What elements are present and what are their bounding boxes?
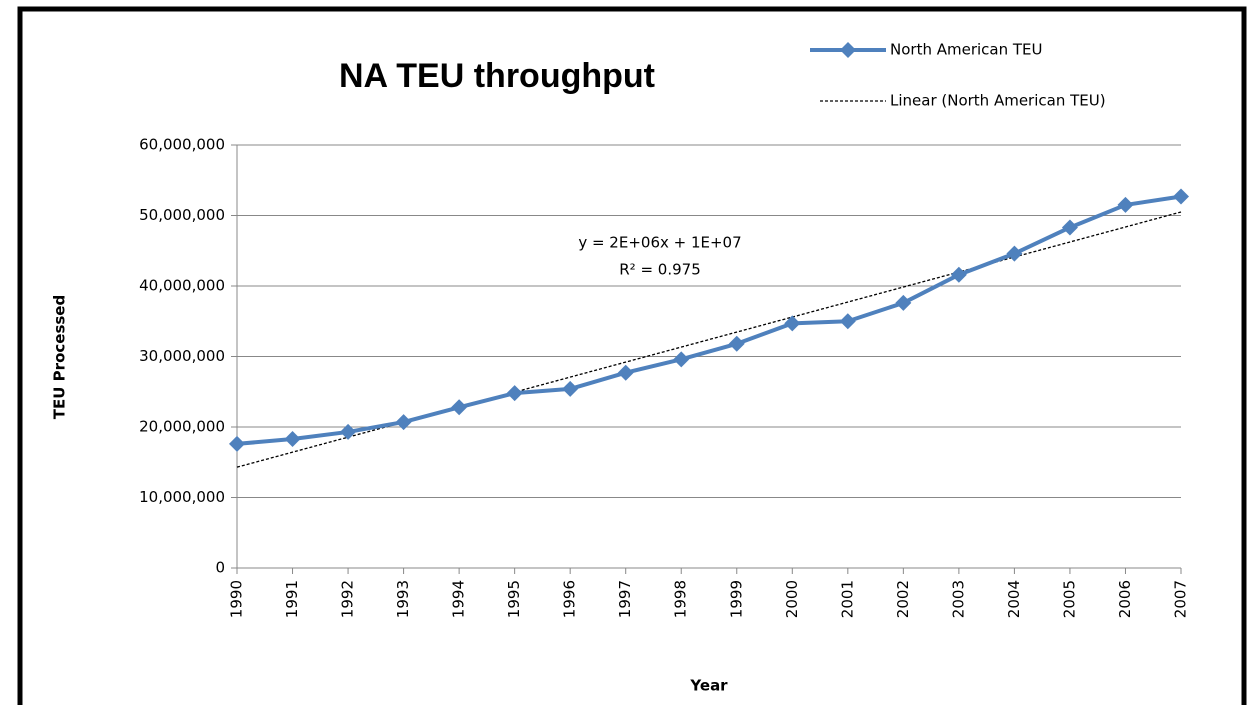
x-tick-label: 1994 — [450, 580, 468, 618]
data-point — [1061, 219, 1078, 236]
x-tick-label: 2004 — [1005, 580, 1023, 618]
data-point — [950, 266, 967, 283]
data-point — [1117, 196, 1134, 213]
y-tick-label: 0 — [215, 559, 225, 577]
chart-title: NA TEU throughput — [339, 57, 655, 95]
legend-label: North American TEU — [890, 41, 1043, 59]
y-tick-label: 40,000,000 — [139, 277, 225, 295]
trend-equation: y = 2E+06x + 1E+07 — [578, 234, 741, 252]
x-tick-label: 2005 — [1060, 580, 1078, 618]
x-tick-label: 2006 — [1116, 580, 1134, 618]
x-tick-label: 1990 — [228, 580, 246, 618]
y-tick-label: 50,000,000 — [139, 206, 225, 224]
x-tick-label: 1997 — [616, 580, 634, 618]
data-point — [506, 385, 523, 402]
legend-label: Linear (North American TEU) — [890, 92, 1106, 110]
data-point — [451, 399, 468, 416]
x-tick-label: 2001 — [838, 580, 856, 618]
data-point — [673, 351, 690, 368]
data-point — [562, 380, 579, 397]
data-point — [1006, 245, 1023, 262]
y-tick-label: 20,000,000 — [139, 418, 225, 436]
x-tick-label: 1998 — [672, 580, 690, 618]
trend-r-squared: R² = 0.975 — [619, 261, 700, 279]
x-tick-label: 2007 — [1172, 580, 1190, 618]
data-point — [839, 313, 856, 330]
data-point — [1173, 188, 1189, 205]
y-tick-label: 30,000,000 — [139, 347, 225, 365]
data-point — [784, 315, 801, 332]
series-line — [236, 194, 1182, 446]
x-tick-label: 2003 — [949, 580, 967, 618]
x-tick-label: 1991 — [283, 580, 301, 618]
x-tick-label: 2002 — [894, 580, 912, 618]
data-point — [340, 423, 357, 440]
chart-frame — [17, 6, 1247, 705]
y-tick-label: 60,000,000 — [139, 136, 225, 154]
x-tick-label: 1993 — [394, 580, 412, 618]
data-point — [895, 294, 912, 311]
x-tick-label: 1995 — [505, 580, 523, 618]
data-point — [284, 430, 301, 447]
x-tick-label: 1992 — [339, 580, 357, 618]
y-tick-label: 10,000,000 — [139, 488, 225, 506]
data-point — [728, 335, 745, 352]
data-point — [617, 364, 634, 381]
x-axis-title: Year — [689, 677, 728, 695]
data-point — [395, 414, 412, 431]
y-axis-title: TEU Processed — [51, 295, 69, 419]
x-tick-label: 1999 — [727, 580, 745, 618]
x-tick-label: 1996 — [561, 580, 579, 618]
data-point — [229, 435, 245, 452]
legend-marker — [840, 42, 856, 58]
x-tick-label: 2000 — [783, 580, 801, 618]
